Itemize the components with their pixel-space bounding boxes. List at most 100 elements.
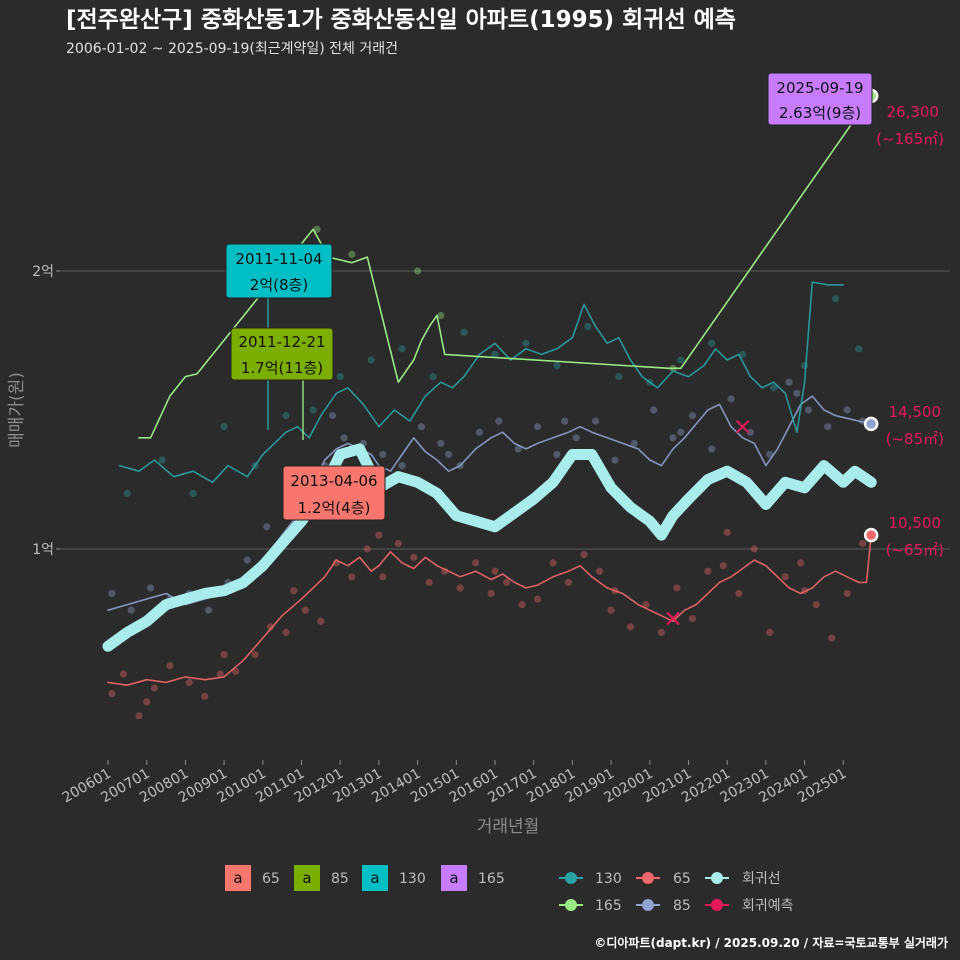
scatter-point-s85 [843, 406, 851, 414]
scatter-point-s65 [595, 567, 604, 575]
scatter-point-s65 [216, 670, 224, 678]
scatter-point-s130 [398, 345, 406, 353]
scatter-point-s85 [243, 556, 251, 564]
series-lines [102, 95, 877, 686]
scatter-point-s165 [437, 311, 445, 320]
scatter-point-s85 [592, 417, 600, 425]
legend-line-forecast-label: 회귀예측 [742, 898, 794, 914]
callout-165-price: 2.63억(9층) [779, 104, 861, 122]
footer-credit: ©디아파트(dapt.kr) / 2025.09.20 / 자료=국토교통부 실… [594, 935, 948, 950]
scatter-point-s85 [475, 428, 484, 436]
scatter-point-s130 [123, 489, 131, 497]
scatter-point-s65 [119, 670, 128, 678]
scatter-point-s65 [301, 606, 309, 614]
end-label-65-value: 10,500 [889, 514, 942, 532]
series-line-regression [102, 443, 877, 652]
scatter-point-s130 [615, 373, 623, 381]
scatter-point-s65 [626, 623, 635, 631]
end-label-165-value: 26,300 [887, 103, 940, 121]
scatter-point-s65 [642, 601, 650, 609]
scatter-point-s130 [460, 328, 468, 336]
scatter-point-s130 [189, 489, 197, 497]
scatter-point-s65 [719, 562, 727, 570]
callout-165-box [767, 72, 873, 126]
scatter-point-s65 [472, 559, 480, 567]
scatter-point-s130 [522, 339, 530, 347]
legend-box-85-glyph: a [302, 869, 311, 887]
scatter-point-s85 [669, 434, 677, 442]
callout-165: 2025-09-19 2.63억(9층) [767, 72, 873, 126]
legend-line-165-label: 165 [595, 898, 622, 914]
legend-box-85-label: 85 [331, 871, 349, 887]
scatter-point-s130 [158, 456, 166, 464]
scatter-point-s130 [739, 350, 747, 358]
x-axis: 2006012007012008012009012010012011012012… [60, 760, 849, 806]
end-markers [267, 88, 879, 626]
legend-line-forecast: 회귀예측 [705, 898, 794, 914]
scatter-point-s85 [804, 406, 813, 414]
scatter-point-s85 [824, 423, 832, 431]
end-label-85-area: (~85㎡) [886, 430, 944, 448]
scatter-point-s85 [785, 378, 793, 386]
scatter-point-s85 [561, 417, 569, 425]
scatter-point-s65 [317, 617, 325, 625]
scatter-point-s85 [793, 389, 801, 397]
scatter-point-s65 [704, 567, 712, 575]
scatter-point-s130 [429, 373, 437, 381]
scatter-point-s65 [859, 539, 867, 548]
legend-line-130: 130 [559, 871, 622, 887]
legend-line-65-label: 65 [673, 871, 691, 887]
end-label-65-area: (~65㎡) [886, 541, 944, 559]
scatter-point-s65 [135, 712, 143, 720]
scatter-point-s65 [425, 578, 433, 586]
scatter-point-s130 [491, 350, 499, 358]
scatter-point-s65 [843, 589, 851, 598]
callout-65: 2013-04-06 1.2억(4층) [282, 465, 386, 521]
scatter-point-s130 [831, 295, 840, 303]
scatter-point-s65 [363, 545, 371, 553]
scatter-point-s65 [766, 628, 774, 637]
chart-title: [전주완산구] 중화산동1가 중화산동신일 아파트(1995) 회귀선 예측 [66, 7, 736, 33]
y-tick-label-0: 1억 [32, 542, 54, 558]
forecast-marker-1 [735, 419, 750, 434]
scatter-point-s130 [282, 411, 290, 420]
scatter-point-s85 [417, 423, 426, 431]
legend-box-65-swatch [225, 865, 251, 891]
scatter-point-s65 [750, 545, 758, 553]
callout-165-date: 2025-09-19 [776, 79, 863, 97]
callout-65-price: 1.2억(4층) [298, 499, 371, 517]
scatter-point-s130 [855, 345, 863, 353]
scatter-point-s85 [127, 606, 135, 614]
legend-box-65-label: 65 [262, 871, 280, 887]
scatter-point-s85 [727, 395, 735, 403]
scatter-point-s85 [379, 450, 387, 459]
scatter-point-s65 [394, 539, 402, 548]
scatter-point-s65 [220, 651, 228, 659]
scatter-point-s85 [688, 411, 696, 420]
scatter-point-s65 [251, 651, 259, 659]
legend-box-85-swatch [294, 865, 320, 891]
scatter-point-s65 [828, 634, 836, 642]
scatter-point-s65 [491, 567, 499, 575]
scatter-point-s130 [336, 373, 344, 381]
series-line-s165 [138, 95, 872, 439]
chart-subtitle: 2006-01-02 ~ 2025-09-19(최근계약일) 전체 거래건 [66, 41, 398, 57]
legend-box-130-swatch [362, 865, 388, 891]
scatter-point-s65 [375, 531, 383, 539]
grid-lines [60, 270, 950, 550]
scatter-point-s65 [108, 689, 116, 698]
forecast-marker-0 [666, 611, 680, 626]
scatter-point-s85 [495, 417, 503, 425]
end-label-85-value: 14,500 [889, 403, 942, 421]
callout-130-box [225, 243, 333, 299]
callout-130-price: 2억(8층) [250, 276, 308, 294]
scatter-point-s65 [688, 614, 696, 623]
y-axis: 1억 2억 [32, 264, 60, 558]
series-line-s85 [107, 395, 872, 611]
callout-65-date: 2013-04-06 [290, 472, 377, 490]
scatter-point-s85 [630, 439, 638, 447]
scatter-point-s165 [414, 267, 422, 275]
scatter-point-s65 [266, 623, 275, 631]
scatter-point-s65 [657, 628, 666, 637]
